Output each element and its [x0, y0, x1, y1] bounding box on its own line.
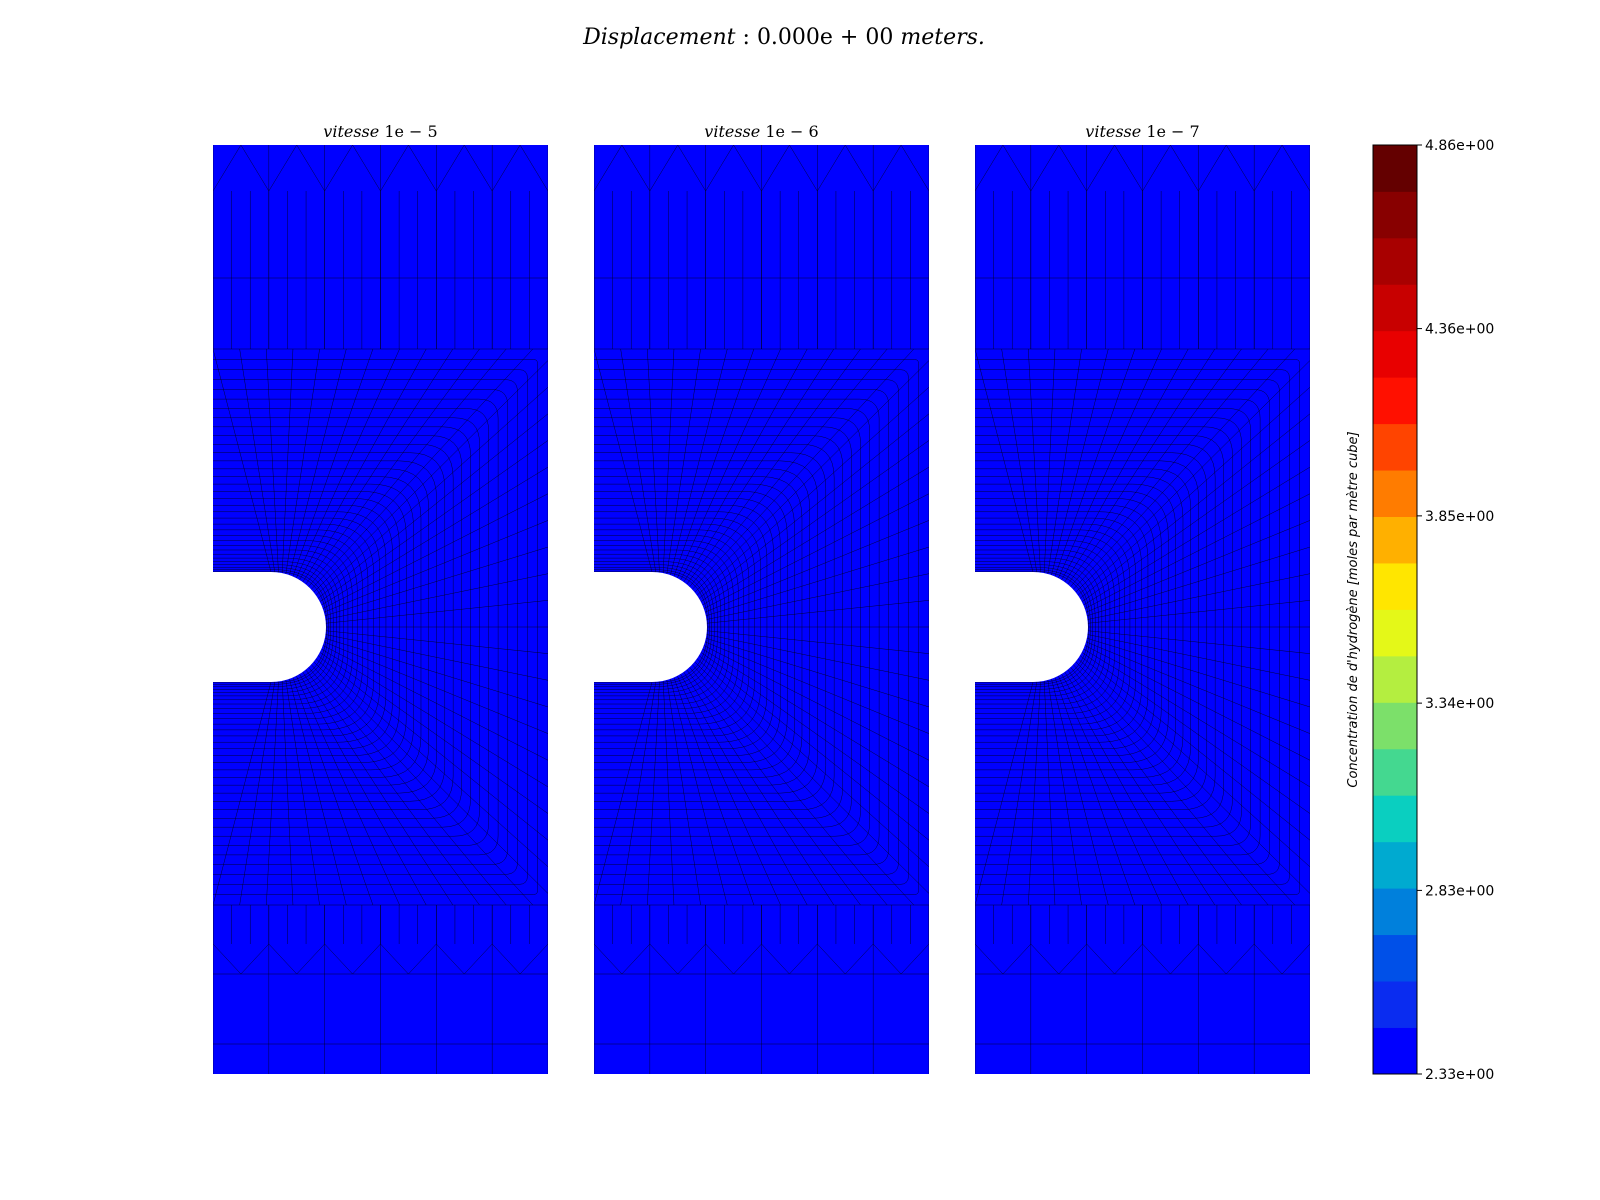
- colorbar-level: [1373, 145, 1417, 192]
- mesh-grid: [213, 145, 548, 1074]
- colorbar-level: [1373, 934, 1417, 982]
- colorbar-tick-label: 4.36e+00: [1425, 322, 1494, 338]
- panel-title-label: vitesse: [1085, 122, 1146, 141]
- colorbar-level: [1373, 888, 1417, 936]
- panel-2: vitesse 1e − 6: [594, 122, 929, 1074]
- colorbar-level: [1373, 563, 1417, 610]
- suptitle-prefix: Displacement: [582, 25, 736, 50]
- panels-group: vitesse 1e − 5 vitesse 1e − 6 vitesse 1e −…: [213, 122, 1310, 1074]
- colorbar-level: [1373, 748, 1417, 796]
- concentration-field: [213, 145, 548, 1074]
- colorbar-level: [1373, 377, 1417, 425]
- figure-suptitle: Displacement : 0.000e + 00 meters.: [582, 25, 985, 50]
- colorbar-label: Concentration de d'hydrogène [moles par …: [1346, 431, 1361, 787]
- suptitle-value: 0.000e + 00: [757, 25, 893, 50]
- mesh-lines: [975, 145, 1310, 1074]
- colorbar-level: [1373, 237, 1417, 285]
- colorbar-level: [1373, 191, 1417, 239]
- concentration-field: [594, 145, 929, 1074]
- panel-title-value: 1e − 5: [384, 122, 437, 141]
- colorbar-tick-label: 3.34e+00: [1425, 696, 1494, 712]
- colorbar-tick-label: 2.83e+00: [1425, 883, 1494, 899]
- colorbar-level: [1373, 981, 1417, 1028]
- colorbar-level: [1373, 702, 1417, 750]
- colorbar-level: [1373, 330, 1417, 378]
- colorbar-level: [1373, 1027, 1417, 1075]
- mesh-lines: [213, 145, 548, 1074]
- colorbar-tick-label: 3.85e+00: [1425, 509, 1494, 525]
- panel-title-label: vitesse: [704, 122, 765, 141]
- colorbar-level: [1373, 516, 1417, 564]
- panel-title-label: vitesse: [323, 122, 384, 141]
- panel-3: vitesse 1e − 7: [975, 122, 1310, 1074]
- panel-title: vitesse 1e − 5: [323, 122, 437, 141]
- panel-1: vitesse 1e − 5: [213, 122, 548, 1074]
- colorbar-level: [1373, 841, 1417, 889]
- colorbar-tick-label: 2.33e+00: [1425, 1067, 1494, 1083]
- panel-title: vitesse 1e − 7: [1085, 122, 1199, 141]
- colorbar-frame: [1372, 144, 1418, 1075]
- mesh-grid: [975, 145, 1310, 1074]
- colorbar-level: [1373, 795, 1417, 843]
- suptitle-unit: meters.: [893, 25, 985, 50]
- panel-title: vitesse 1e − 6: [704, 122, 818, 141]
- colorbar-level: [1373, 655, 1417, 703]
- colorbar-tick-label: 4.86e+00: [1425, 138, 1494, 154]
- mesh-lines: [594, 145, 929, 1074]
- colorbar-level: [1373, 609, 1417, 657]
- concentration-field: [975, 145, 1310, 1074]
- colorbar: 4.86e+00 4.36e+00 3.85e+00 3.34e+00 2.83e+00…: [1346, 138, 1494, 1083]
- panel-title-value: 1e − 7: [1146, 122, 1199, 141]
- colorbar-level: [1373, 284, 1417, 332]
- colorbar-level: [1373, 423, 1417, 471]
- suptitle-sep: :: [736, 25, 757, 50]
- panel-title-value: 1e − 6: [765, 122, 818, 141]
- mesh-grid: [594, 145, 929, 1074]
- colorbar-level: [1373, 470, 1417, 517]
